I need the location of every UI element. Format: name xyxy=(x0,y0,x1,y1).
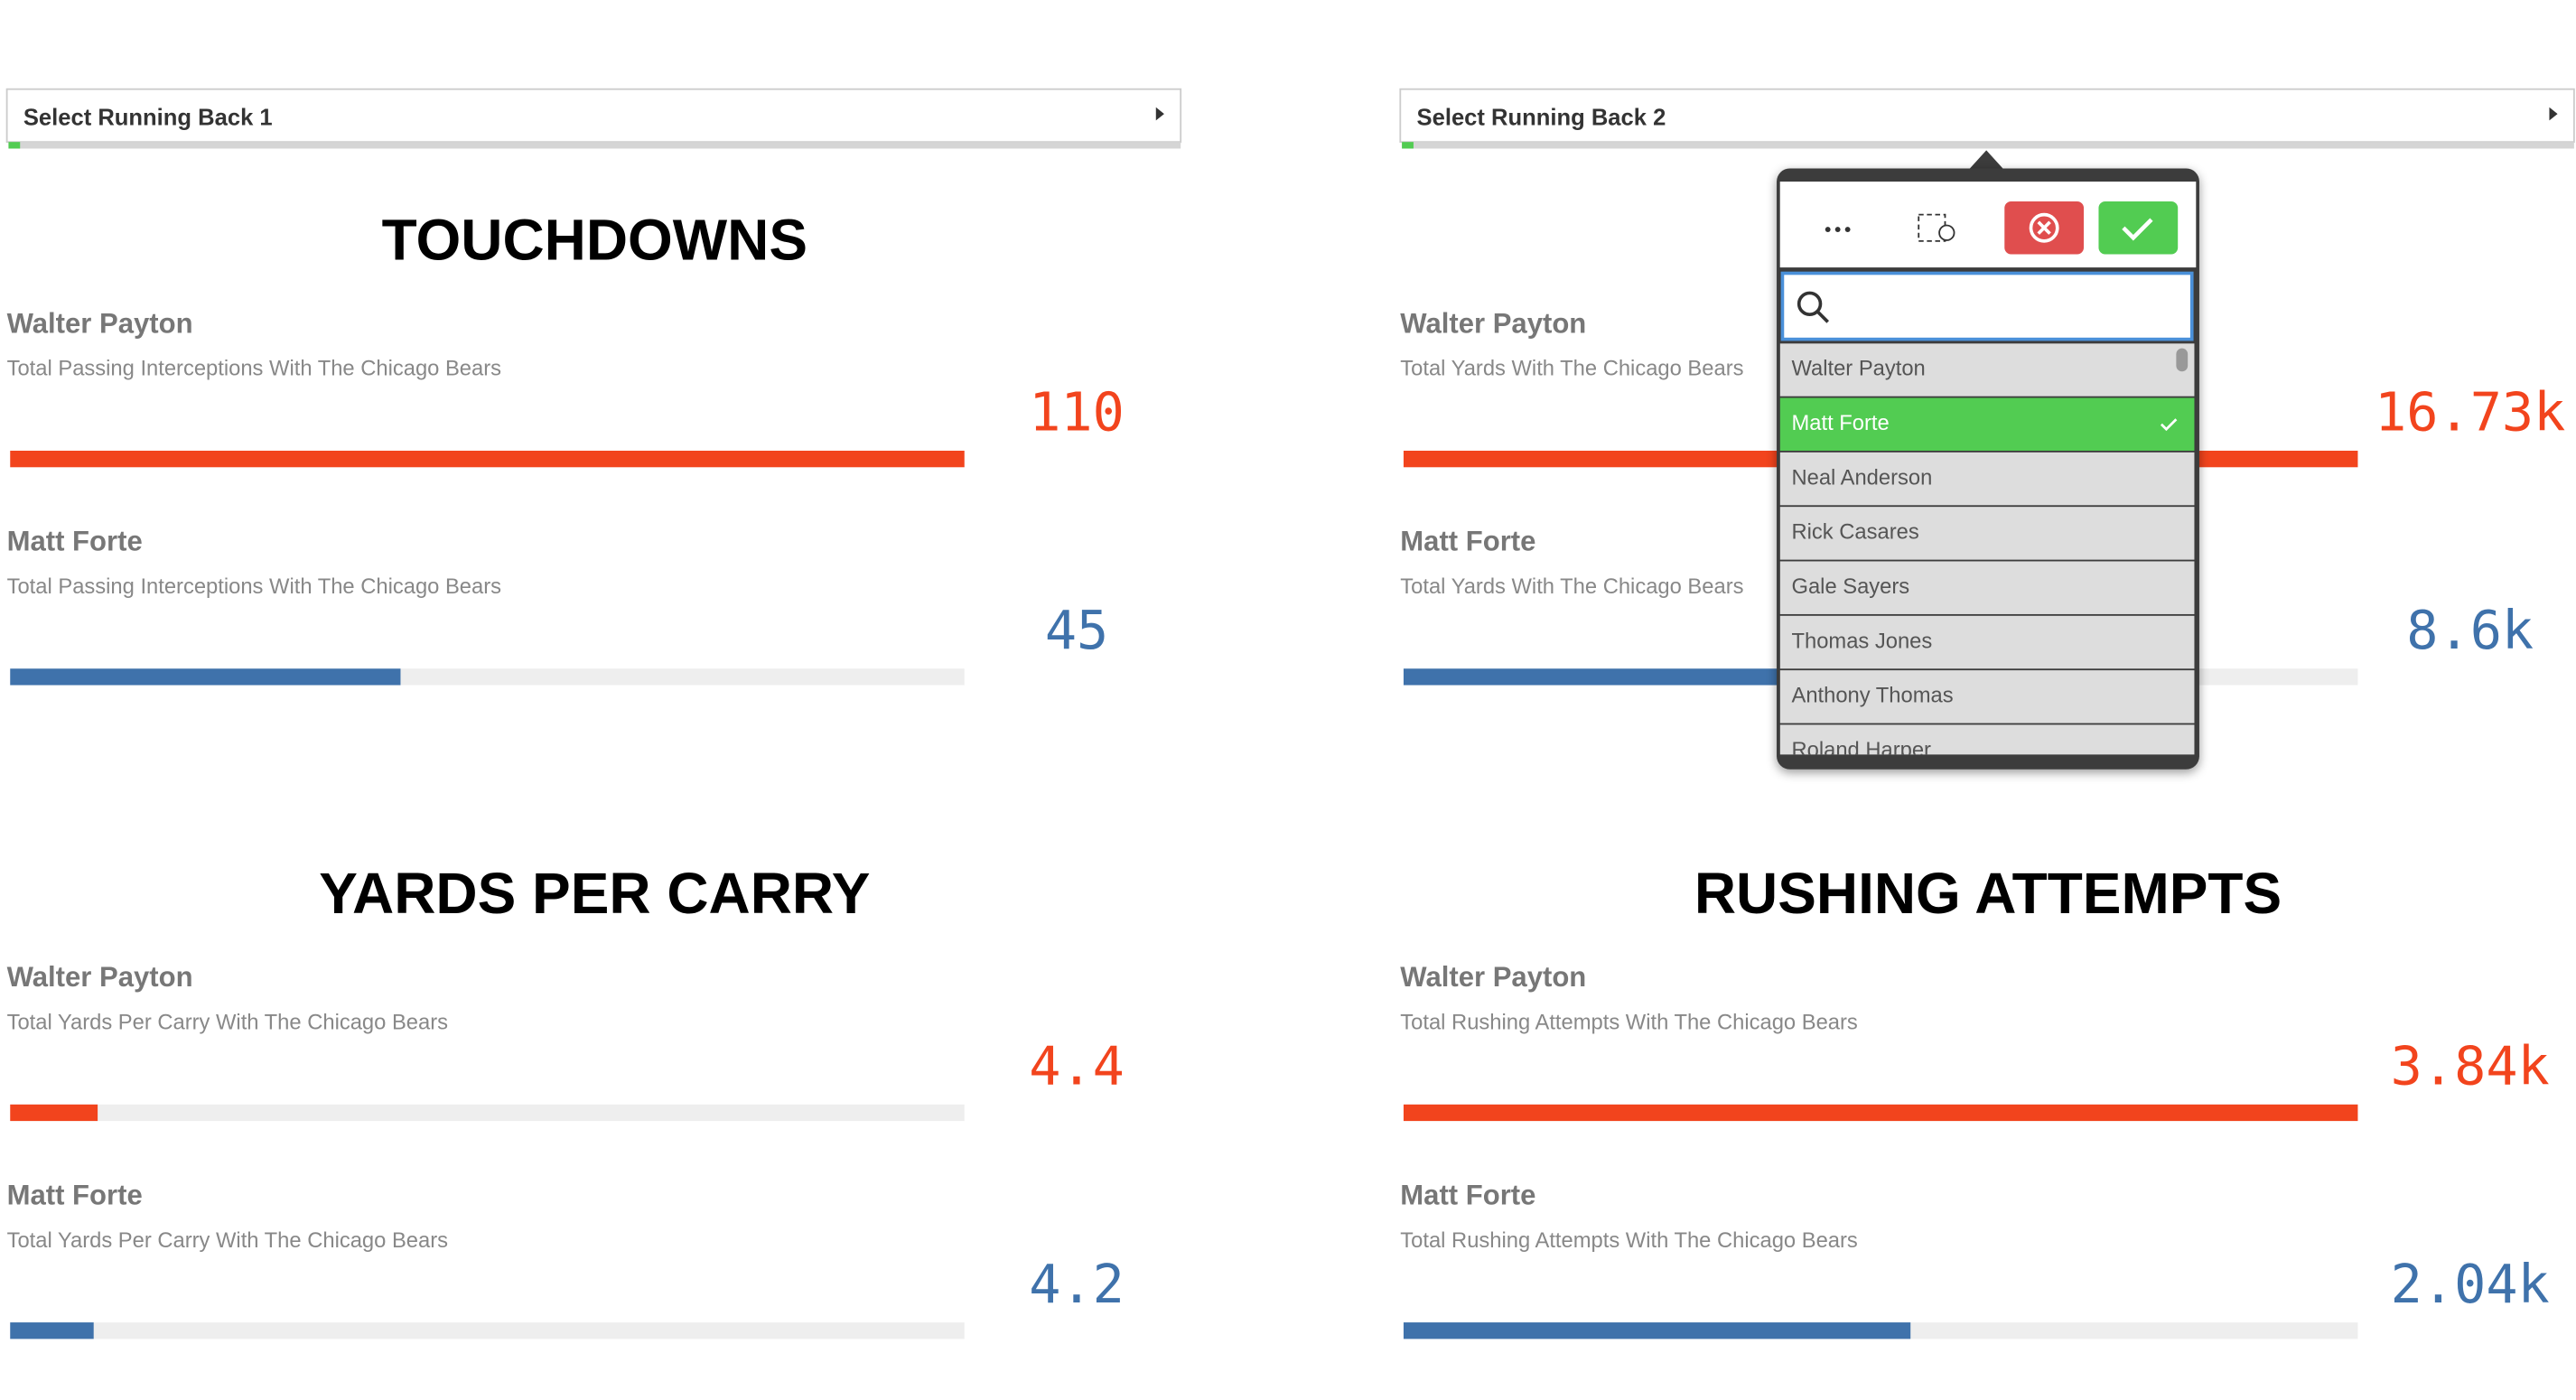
confirm-check xyxy=(2122,218,2153,241)
more-dot xyxy=(1834,227,1841,232)
player-name: Matt Forte xyxy=(1400,1179,1535,1210)
kpi-value: 4.4 xyxy=(1029,1036,1125,1097)
filter-track xyxy=(1402,142,2574,149)
kpi-subtitle: Total Yards Per Carry With The Chicago B… xyxy=(7,1011,449,1035)
list-item-label: Anthony Thomas xyxy=(1791,684,1953,708)
list-item-label: Walter Payton xyxy=(1791,357,1925,381)
list-item[interactable] xyxy=(1779,397,2195,451)
list-item-label: Rick Casares xyxy=(1791,520,1918,545)
filter-label: Select Running Back 1 xyxy=(23,105,273,130)
kpi-subtitle: Total Yards With The Chicago Bears xyxy=(1400,574,1743,599)
list-item-label: Neal Anderson xyxy=(1791,465,1932,490)
filter-track xyxy=(8,142,1181,149)
player-name: Walter Payton xyxy=(7,307,193,339)
filter-arrow xyxy=(2549,107,2558,121)
list-item-label: Matt Forte xyxy=(1791,411,1889,435)
more-dot xyxy=(1844,227,1851,232)
filter-label: Select Running Back 2 xyxy=(1417,105,1666,130)
player-name: Walter Payton xyxy=(7,961,193,993)
kpi-subtitle: Total Yards Per Carry With The Chicago B… xyxy=(7,1228,449,1253)
kpi-subtitle: Total Passing Interceptions With The Chi… xyxy=(7,357,502,381)
bar-fill xyxy=(10,668,401,686)
kpi-value: 3.84k xyxy=(2391,1036,2550,1097)
list-item[interactable] xyxy=(1779,724,2195,777)
player-name: Matt Forte xyxy=(7,526,143,557)
filter-box[interactable] xyxy=(1399,88,2575,144)
list-item[interactable] xyxy=(1779,615,2195,669)
clear-selection-icon[interactable] xyxy=(1918,213,1946,242)
bar-fill xyxy=(10,1104,98,1122)
bar-fill xyxy=(1403,1322,1911,1339)
list-item-label: Roland Harper xyxy=(1791,738,1931,762)
cancel-x xyxy=(2037,220,2051,235)
kpi-value: 110 xyxy=(1029,382,1125,443)
bar-fill xyxy=(1403,668,1895,686)
list-item-label: Thomas Jones xyxy=(1791,629,1932,653)
more-dot xyxy=(1825,227,1831,232)
popup-pointer xyxy=(1969,150,2003,169)
bar-fill xyxy=(10,1322,94,1339)
list-item[interactable] xyxy=(1779,452,2195,506)
search-icon xyxy=(1797,291,1823,317)
player-name: Walter Payton xyxy=(1400,961,1586,993)
filter-indicator xyxy=(8,142,21,149)
player-name: Matt Forte xyxy=(1400,526,1535,557)
list-item[interactable] xyxy=(1779,670,2195,723)
filter-box[interactable] xyxy=(5,88,1182,144)
panel-title: TOUCHDOWNS xyxy=(382,207,807,272)
list-item[interactable] xyxy=(1779,507,2195,560)
search-handle xyxy=(1816,311,1829,323)
player-name: Matt Forte xyxy=(7,1179,143,1210)
kpi-subtitle: Total Passing Interceptions With The Chi… xyxy=(7,574,502,599)
search-box[interactable] xyxy=(1780,271,2194,341)
player-name: Walter Payton xyxy=(1400,307,1586,339)
kpi-value: 2.04k xyxy=(2391,1254,2550,1315)
kpi-value: 16.73k xyxy=(2375,382,2565,443)
kpi-value: 4.2 xyxy=(1029,1254,1125,1315)
list-item-label: Gale Sayers xyxy=(1791,574,1909,599)
list-item[interactable] xyxy=(1779,343,2195,397)
kpi-subtitle: Total Rushing Attempts With The Chicago … xyxy=(1400,1228,1858,1253)
bar-fill xyxy=(10,450,965,468)
selected-check xyxy=(2160,418,2178,432)
kpi-value: 45 xyxy=(1045,600,1108,661)
confirm-button[interactable] xyxy=(2098,201,2179,255)
filter-indicator xyxy=(1402,142,1414,149)
bar-fill xyxy=(1403,1104,2358,1122)
panel-title: YARDS PER CARRY xyxy=(319,861,870,926)
list-item[interactable] xyxy=(1779,561,2195,614)
kpi-subtitle: Total Rushing Attempts With The Chicago … xyxy=(1400,1011,1858,1035)
kpi-subtitle: Total Yards With The Chicago Bears xyxy=(1400,357,1743,381)
scrollbar xyxy=(2176,348,2189,372)
kpi-value: 8.6k xyxy=(2406,600,2534,661)
panel-title: RUSHING ATTEMPTS xyxy=(1694,861,2282,926)
list: Walter Payton Matt Forte Neal Anderson Rick… xyxy=(1779,343,2195,777)
cancel-icon xyxy=(2029,212,2059,243)
bar-track xyxy=(10,1322,965,1339)
clear-x xyxy=(1938,224,1955,241)
bar-track xyxy=(10,1104,965,1122)
filter-arrow xyxy=(1155,107,1164,121)
